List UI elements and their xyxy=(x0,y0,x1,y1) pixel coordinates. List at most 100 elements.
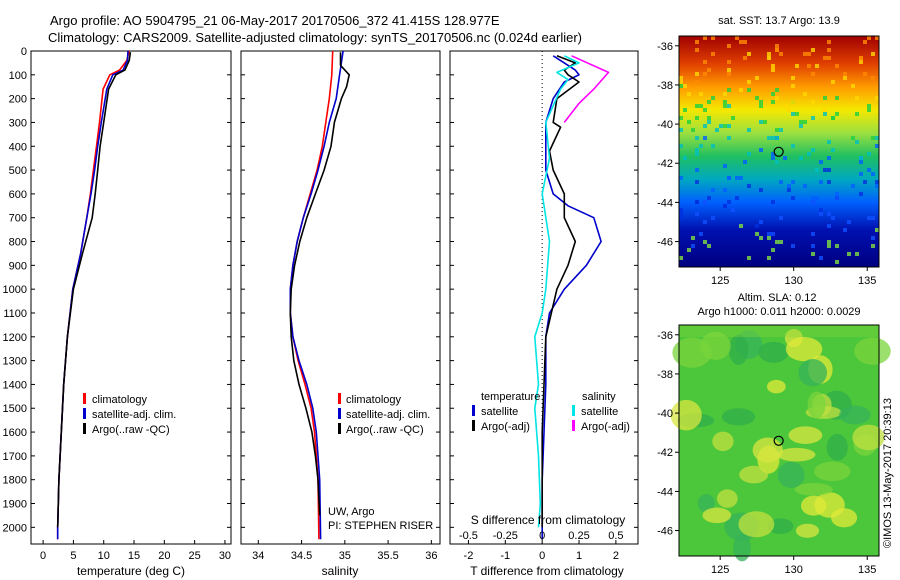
sst-pixel xyxy=(747,184,751,188)
legend-swatch-satellite xyxy=(83,408,86,419)
sst-pixel xyxy=(811,200,815,204)
map-x-tick-label: 125 xyxy=(711,275,729,287)
sst-pixel xyxy=(827,140,831,144)
sst-pixel xyxy=(711,52,715,56)
sla-texture xyxy=(670,325,891,562)
sst-pixel xyxy=(875,228,879,232)
sst-pixel xyxy=(679,80,683,84)
sst-pixel xyxy=(755,224,759,228)
x-tick-label: 30 xyxy=(219,550,231,562)
x-tick-label: 34 xyxy=(252,550,264,562)
pi-line2: PI: STEPHEN RISER xyxy=(328,520,433,532)
sst-pixel xyxy=(711,144,715,148)
sla-blob xyxy=(739,465,769,484)
sst-pixel xyxy=(823,168,827,172)
sst-pixel xyxy=(791,244,795,248)
sst-pixel xyxy=(831,116,835,120)
sst-pixel xyxy=(711,188,715,192)
sst-pixel xyxy=(831,148,835,152)
sst-pixel xyxy=(699,92,703,96)
sst-pixel xyxy=(803,184,807,188)
sst-pixel xyxy=(875,144,879,148)
sst-pixel xyxy=(679,128,683,132)
sst-pixel xyxy=(811,116,815,120)
legend-label-t-satellite: satellite xyxy=(481,406,518,418)
legend-swatch-s-satellite xyxy=(572,405,575,416)
x-tick-label: 1 xyxy=(576,550,582,562)
sst-pixel xyxy=(775,240,779,244)
s-tick-label: 0.25 xyxy=(568,530,589,542)
sst-pixel xyxy=(775,88,779,92)
sst-pixel xyxy=(807,152,811,156)
sla-blob xyxy=(852,424,885,451)
series-line-t-satellite xyxy=(541,55,602,540)
sla-shade xyxy=(679,325,879,337)
legend-label-satellite: satellite-adj. clim. xyxy=(92,409,176,421)
sst-pixel xyxy=(867,216,871,220)
map-y-tick-label: -44 xyxy=(657,486,673,498)
sst-pixel xyxy=(775,48,779,52)
sla-blob xyxy=(670,399,702,431)
sst-pixel xyxy=(755,232,759,236)
sst-pixel xyxy=(811,244,815,248)
series-line-s-satellite xyxy=(533,55,580,528)
sst-pixel xyxy=(703,136,707,140)
sst-pixel xyxy=(867,108,871,112)
sst-pixel xyxy=(859,192,863,196)
sst-pixel xyxy=(695,136,699,140)
legend-label-satellite: satellite-adj. clim. xyxy=(346,409,430,421)
map-y-tick-label: -40 xyxy=(657,119,673,131)
sla-blob xyxy=(794,483,833,496)
sst-pixel xyxy=(871,136,875,140)
sla-blob xyxy=(854,337,891,365)
sst-pixel xyxy=(819,256,823,260)
series-line-climatology xyxy=(289,51,334,540)
sst-pixel xyxy=(683,108,687,112)
sst-pixel xyxy=(683,84,687,88)
sla-blob xyxy=(717,489,738,508)
sla-blob xyxy=(807,391,826,419)
sst-pixel xyxy=(699,108,703,112)
difference-legend: temperature satellite Argo(-adj) salinit… xyxy=(472,391,630,433)
difference-series xyxy=(533,51,610,544)
sla-blob xyxy=(758,341,789,363)
sst-pixel xyxy=(727,136,731,140)
legend-label-climatology: climatology xyxy=(92,394,148,406)
sst-pixel xyxy=(739,40,743,44)
sst-pixel xyxy=(723,100,727,104)
sst-pixel xyxy=(835,260,839,264)
salinity-xlabel: salinity xyxy=(322,564,359,578)
x-tick-label: 15 xyxy=(128,550,140,562)
legend-label-argo: Argo(..raw -QC) xyxy=(92,424,170,436)
x-tick-label: 35 xyxy=(339,550,351,562)
sst-pixel xyxy=(695,104,699,108)
sst-pixel xyxy=(703,36,707,40)
map-y-tick-label: -36 xyxy=(657,41,673,53)
sst-pixel xyxy=(835,112,839,116)
sla-blob xyxy=(733,534,751,562)
sst-pixel xyxy=(707,120,711,124)
sla-blob xyxy=(826,433,848,461)
sst-pixel xyxy=(835,244,839,248)
temperature-panel-frame xyxy=(30,50,232,545)
sst-pixel xyxy=(819,180,823,184)
y-tick-label: 700 xyxy=(9,213,27,225)
sla-blob xyxy=(798,359,828,387)
sst-pixel xyxy=(759,236,763,240)
series-line-argo-raw-qc- xyxy=(289,52,351,516)
sst-pixel xyxy=(695,116,699,120)
sst-pixel xyxy=(827,156,831,160)
sst-pixel xyxy=(759,148,763,152)
credit-text: ©IMOS 13-May-2017 20:39:13 xyxy=(882,398,894,548)
sst-pixel xyxy=(875,136,879,140)
sst-pixel xyxy=(791,100,795,104)
sst-pixel xyxy=(695,180,699,184)
sst-pixel xyxy=(863,40,867,44)
x-tick-label: 25 xyxy=(189,550,201,562)
sst-pixel xyxy=(783,104,787,108)
series-line-climatology xyxy=(56,51,130,540)
y-tick-label: 100 xyxy=(9,70,27,82)
sst-pixel xyxy=(771,152,775,156)
x-tick-label: -1 xyxy=(500,550,510,562)
